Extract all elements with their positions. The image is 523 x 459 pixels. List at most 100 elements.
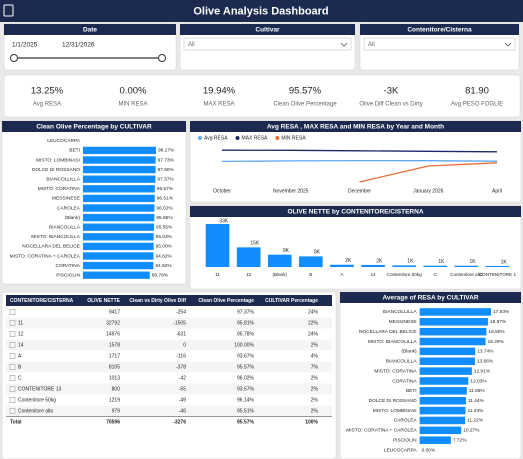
data-label: 1K	[407, 259, 414, 265]
bar	[82, 242, 154, 251]
data-label: 96.02%	[156, 205, 173, 211]
bar	[82, 233, 154, 241]
expand-icon[interactable]	[9, 375, 16, 381]
expand-icon[interactable]	[9, 386, 16, 392]
column-header: OLIVE NETTE	[87, 298, 120, 304]
table-cell: 2%	[311, 397, 319, 403]
date-end[interactable]: 12/31/2026	[62, 42, 95, 49]
category-label: DOLCE DI ROSSANO	[369, 398, 417, 404]
bar	[299, 256, 323, 267]
data-label: 13.74%	[477, 349, 494, 355]
category-label: MISTO: LOMBINASI	[373, 408, 417, 414]
bar	[419, 367, 472, 375]
bar	[82, 165, 156, 174]
column-header: CULTIVAR Percentage	[265, 298, 318, 304]
data-label: 15K	[250, 241, 260, 247]
category-label: CAROLEA	[394, 418, 418, 424]
table-cell: 96.14%	[237, 397, 255, 403]
header-bar	[0, 0, 523, 22]
row-band	[6, 317, 332, 329]
category-label: NOCELLARA DEL BELICE	[359, 329, 417, 335]
bar	[485, 265, 510, 267]
data-label: 97.73%	[158, 157, 175, 163]
data-label: 13.66%	[477, 359, 494, 365]
bar	[205, 224, 230, 267]
table-cell: CONTENITORE 13	[18, 386, 61, 392]
slider-handle[interactable]	[158, 54, 166, 62]
slicer-title-bar	[180, 24, 355, 35]
table-cell: -378	[176, 364, 186, 370]
kpi-card	[3, 74, 521, 118]
bar	[419, 337, 486, 346]
table-cell: 2%	[311, 342, 319, 348]
table-cell: Contenitore 50kg	[18, 397, 56, 403]
table-cell: 11	[18, 320, 23, 326]
expand-icon[interactable]	[9, 408, 16, 414]
expand-icon[interactable]	[9, 342, 16, 348]
bar	[267, 254, 292, 267]
expand-icon[interactable]	[9, 309, 16, 315]
total-cell: 100%	[305, 419, 318, 425]
header-icon[interactable]	[3, 4, 14, 17]
bar	[419, 347, 476, 356]
table-cell: 0	[183, 342, 186, 348]
data-label: 2K	[345, 258, 352, 264]
category-label: A	[340, 272, 344, 277]
x-tick-label: April	[492, 188, 502, 194]
bar	[82, 194, 155, 203]
row-band	[6, 361, 332, 373]
category-label: 12	[246, 272, 252, 277]
dropdown[interactable]	[183, 37, 352, 51]
data-label: 17.63%	[493, 309, 510, 315]
table-cell: 2%	[311, 408, 319, 414]
table-cell: 95.81%	[237, 320, 255, 326]
table-cell: 2%	[311, 386, 319, 392]
table-cell: 12	[18, 331, 24, 337]
kpi-label: Avg PESO FOGLIE	[451, 102, 503, 108]
expand-icon[interactable]	[9, 331, 16, 337]
legend-marker	[235, 136, 240, 140]
data-label: 96.57%	[157, 186, 174, 192]
table-cell: 32792	[106, 320, 120, 326]
table-cell: C	[18, 375, 22, 381]
bar	[454, 265, 479, 267]
table-cell: -49	[179, 397, 186, 403]
table-cell: A	[18, 353, 22, 359]
dashboard-title: Olive Analysis Dashboard	[193, 5, 328, 17]
kpi-value: -3K	[384, 86, 399, 97]
slicer-title-bar	[360, 24, 519, 35]
table-cell: 24%	[308, 331, 319, 337]
expand-icon[interactable]	[9, 397, 16, 403]
data-label: 1K	[470, 259, 477, 265]
category-label: PISCIOLIN	[56, 272, 80, 278]
category-label: (Blank)	[401, 349, 417, 355]
slider-handle[interactable]	[10, 54, 18, 62]
series-line	[221, 149, 498, 153]
category-label: BIANCOLILLA	[49, 224, 81, 230]
chart-title-bar	[190, 206, 521, 217]
slicer-title: Contenitore/Cisterna	[407, 27, 472, 34]
table-cell: -254	[176, 309, 186, 315]
bar	[82, 213, 155, 222]
row-band	[6, 339, 332, 351]
legend-label: MIN RESA	[281, 135, 306, 141]
data-label: 97.37%	[157, 176, 174, 182]
chart-title: Clean Olive Percentage by CULTIVAR	[36, 124, 152, 131]
bar	[82, 185, 155, 193]
table-cell: -1505	[173, 320, 186, 326]
total-cell: Total	[10, 419, 22, 425]
data-label: 89.78%	[152, 272, 169, 278]
expand-icon[interactable]	[9, 353, 16, 359]
bar	[392, 265, 416, 267]
expand-icon[interactable]	[9, 364, 16, 370]
data-label: 1K	[501, 259, 508, 265]
dropdown[interactable]	[363, 37, 516, 51]
category-label: MESSINESE	[389, 319, 417, 325]
dropdown-value: All	[368, 42, 375, 48]
table-cell: 24%	[308, 309, 319, 315]
chart-title-bar	[2, 121, 186, 132]
expand-icon[interactable]	[9, 320, 16, 326]
bar	[419, 377, 469, 385]
date-start[interactable]: 1/1/2025	[12, 42, 38, 49]
category-label: BETI	[406, 388, 417, 394]
